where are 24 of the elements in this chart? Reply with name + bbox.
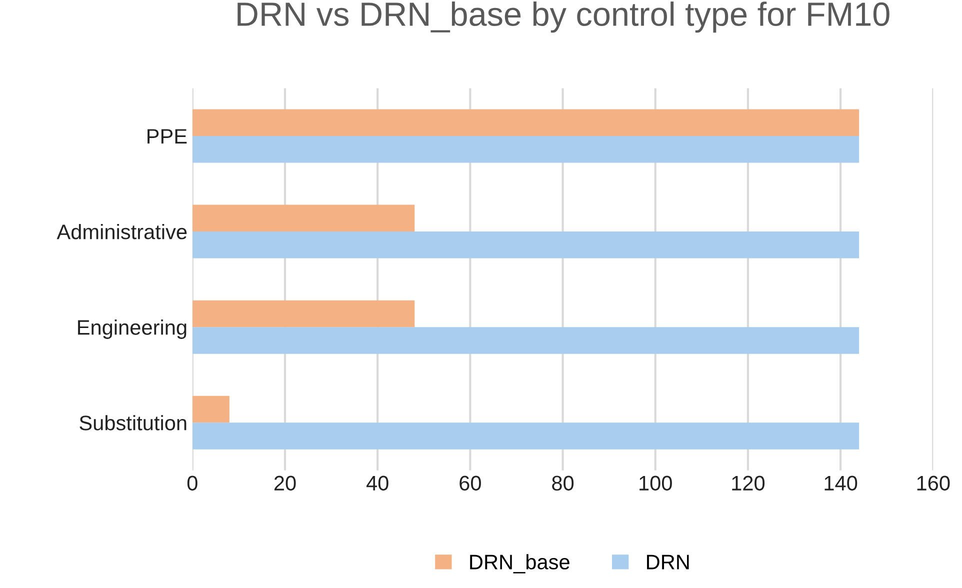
y-tick-label: Administrative: [56, 224, 187, 240]
y-tick-label: Engineering: [78, 320, 186, 339]
x-tick-label: 40: [366, 476, 388, 491]
x-tick-label: 60: [460, 476, 481, 491]
x-tick-label: 0: [187, 476, 198, 491]
bar: [192, 327, 860, 354]
x-tick-label: 140: [824, 476, 858, 491]
x-tick-label: 80: [552, 476, 574, 491]
y-tick-label: PPE: [148, 129, 187, 144]
legend-label: DRN: [647, 554, 689, 570]
x-tick-label: 160: [917, 476, 950, 491]
x-tick-label: 120: [732, 476, 765, 491]
y-tick-label: Substitution: [80, 415, 186, 430]
bar: [192, 232, 860, 258]
bar: [192, 422, 860, 450]
x-tick-label: 100: [640, 476, 672, 491]
bar: [192, 300, 415, 328]
bar: [192, 136, 860, 163]
legend-label: DRN_base: [470, 554, 570, 574]
x-tick-label: 20: [274, 476, 296, 491]
bar: [192, 204, 415, 232]
bar: [192, 396, 230, 423]
bar: [192, 109, 860, 136]
chart-title: DRN vs DRN_base by control type for FM10: [238, 2, 890, 33]
